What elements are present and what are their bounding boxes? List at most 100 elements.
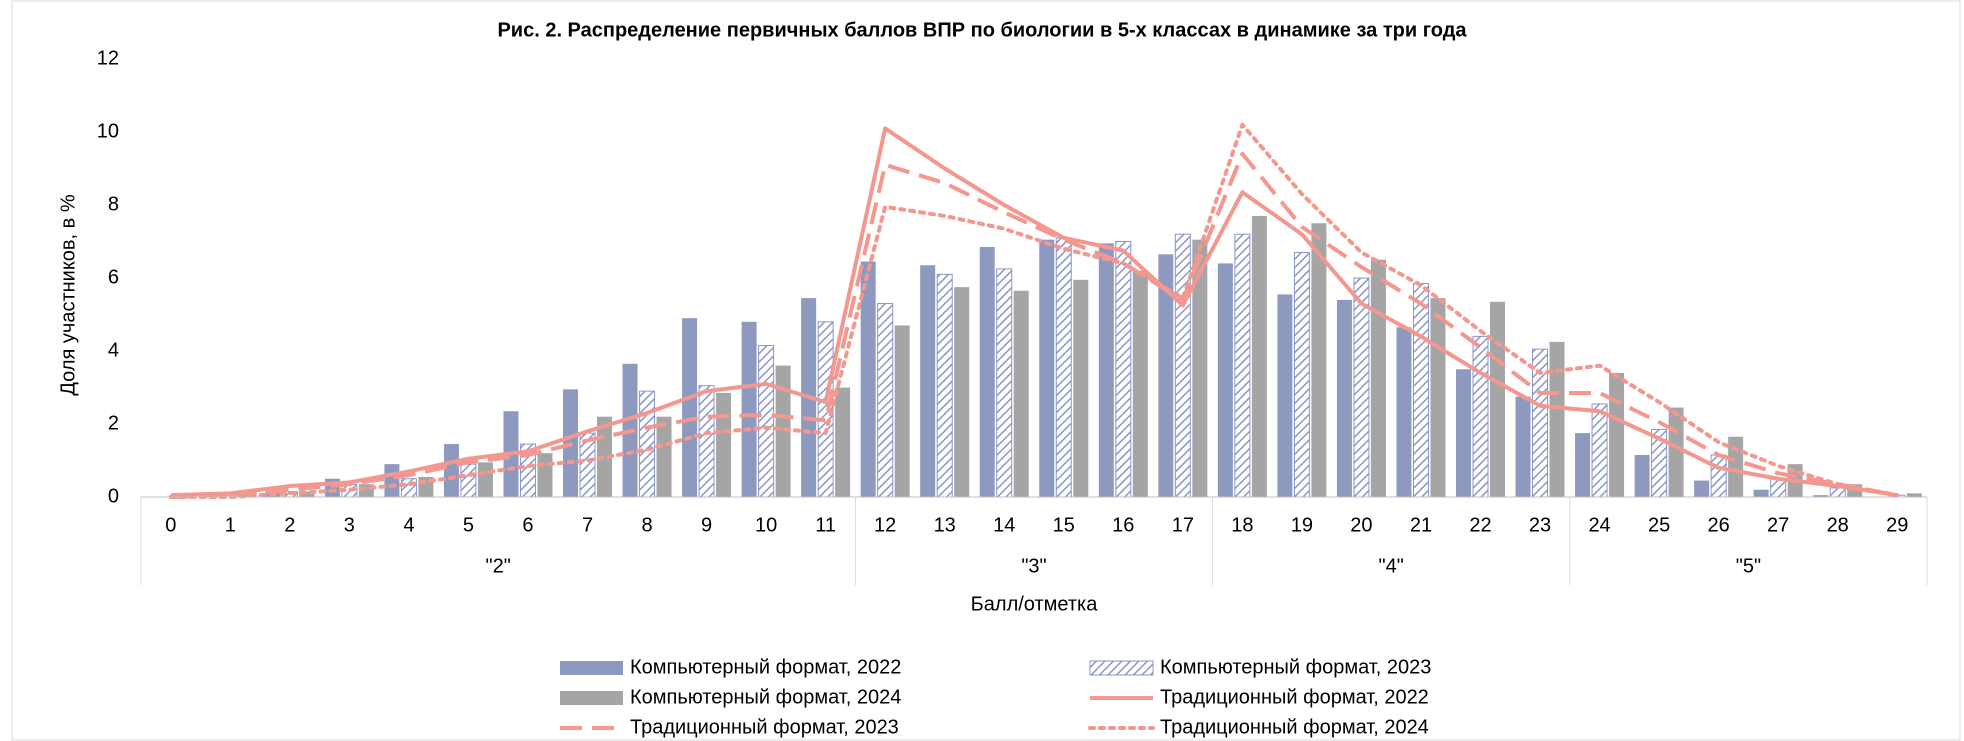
x-tick-label: 5 (463, 514, 474, 536)
chart-title: Рис. 2. Распределение первичных баллов В… (497, 19, 1467, 41)
x-tick-label: 22 (1469, 514, 1491, 536)
bar (741, 321, 757, 497)
bar (1353, 277, 1370, 498)
bar (979, 246, 995, 497)
x-tick-label: 8 (641, 514, 652, 536)
bar (1174, 233, 1191, 498)
group-label: "2" (486, 555, 511, 577)
bar (1728, 436, 1744, 497)
x-tick-label: 21 (1410, 514, 1432, 536)
bar (1770, 478, 1787, 498)
line-series (170, 151, 1898, 499)
x-tick-label: 20 (1350, 514, 1372, 536)
x-tick-label: 6 (522, 514, 533, 536)
bar (1396, 327, 1412, 497)
bar (1515, 396, 1531, 497)
x-tick-label: 23 (1529, 514, 1551, 536)
x-tick-label: 27 (1767, 514, 1789, 536)
bar (1668, 407, 1684, 497)
y-tick-label: 6 (108, 266, 119, 288)
bar (1370, 259, 1386, 497)
bar (299, 491, 315, 497)
y-tick-label: 12 (97, 47, 119, 69)
bar (1694, 480, 1710, 497)
bar (1251, 215, 1267, 497)
bar (1430, 298, 1446, 497)
bar (1336, 299, 1352, 497)
bar (1311, 223, 1327, 497)
x-tick-label: 19 (1291, 514, 1313, 536)
y-tick-label: 10 (97, 120, 119, 142)
legend-swatch (1089, 660, 1154, 676)
y-tick-label: 8 (108, 193, 119, 215)
x-tick-label: 24 (1588, 514, 1610, 536)
bar (1098, 243, 1114, 497)
x-tick-label: 29 (1886, 514, 1908, 536)
bar (1073, 279, 1089, 497)
bar (477, 462, 493, 497)
bar (579, 432, 596, 498)
y-axis-label: Доля участников, в % (57, 194, 79, 395)
x-tick-label: 14 (993, 514, 1015, 536)
x-tick-label: 17 (1172, 514, 1194, 536)
bar (1634, 455, 1650, 497)
bar (698, 385, 715, 498)
bar (936, 273, 953, 498)
bar (239, 495, 255, 497)
bar (758, 345, 775, 498)
bar (443, 444, 459, 497)
x-tick-label: 12 (874, 514, 896, 536)
bar (639, 390, 656, 498)
x-tick-label: 26 (1708, 514, 1730, 536)
bar (1115, 241, 1132, 498)
y-tick-label: 2 (108, 412, 119, 434)
x-tick-label: 15 (1053, 514, 1075, 536)
bar (1293, 251, 1310, 498)
bar (1829, 487, 1846, 498)
bar (1456, 369, 1471, 497)
bar (656, 416, 672, 497)
bar (1472, 335, 1489, 498)
bar (775, 365, 791, 497)
y-tick-label: 4 (108, 339, 119, 361)
legend-label: Традиционный формат, 2024 (1160, 716, 1429, 738)
bar (1753, 489, 1769, 497)
bar (877, 303, 894, 498)
x-axis-label: Балл/отметка (971, 593, 1099, 615)
x-tick-label: 3 (344, 514, 355, 536)
legend-swatch (560, 661, 623, 675)
bar (1412, 282, 1429, 498)
bar (682, 318, 698, 497)
bar (954, 287, 970, 497)
bar (1132, 270, 1148, 497)
bar (1575, 433, 1591, 497)
bar (1055, 237, 1072, 498)
bar (537, 453, 553, 497)
line-series (170, 126, 1898, 498)
bar (1013, 290, 1029, 497)
bar (1710, 454, 1727, 498)
x-tick-label: 28 (1827, 514, 1849, 536)
bar (460, 463, 477, 498)
bar (835, 387, 851, 497)
bar (384, 464, 400, 497)
x-tick-label: 7 (582, 514, 593, 536)
x-tick-label: 1 (225, 514, 236, 536)
group-label: "5" (1736, 555, 1761, 577)
x-tick-label: 25 (1648, 514, 1670, 536)
bar (1813, 495, 1829, 497)
bar (1158, 254, 1174, 497)
bar (1591, 403, 1608, 498)
group-label: "3" (1021, 555, 1046, 577)
x-tick-label: 11 (815, 514, 836, 536)
bar (1490, 301, 1505, 497)
bar (1549, 341, 1565, 497)
x-tick-label: 18 (1231, 514, 1253, 536)
bar (1039, 239, 1055, 498)
x-tick-label: 13 (934, 514, 956, 536)
bar (1192, 239, 1208, 498)
bar (920, 265, 936, 497)
legend-label: Компьютерный формат, 2023 (1160, 656, 1431, 678)
bar (716, 392, 732, 497)
